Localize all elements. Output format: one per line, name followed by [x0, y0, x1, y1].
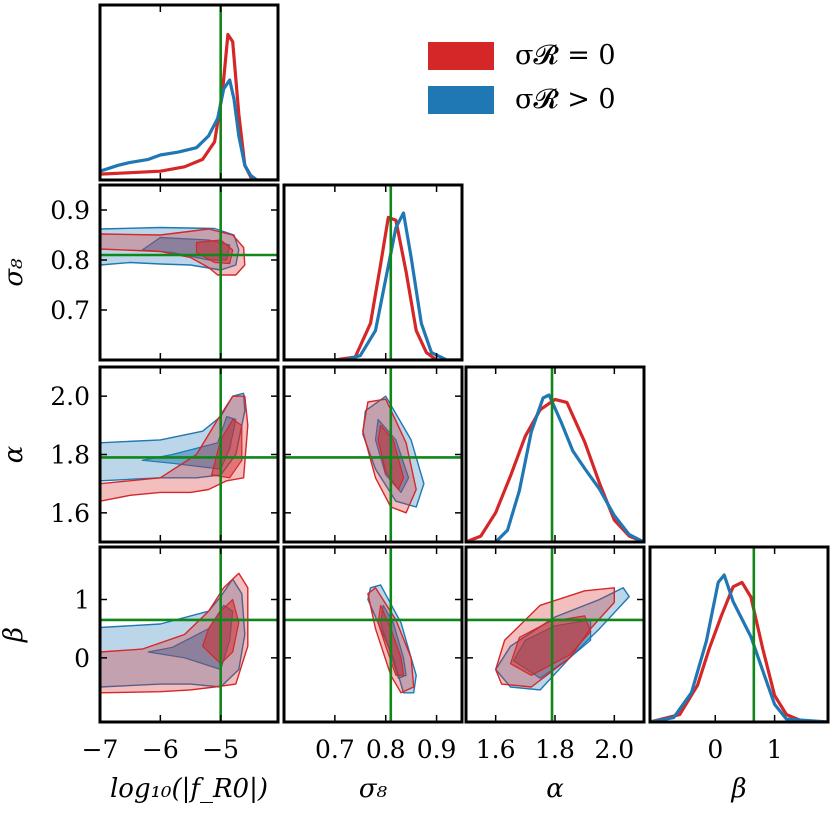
marginal-line-blue: [650, 573, 828, 722]
x-tick-label-beta: 0: [707, 735, 723, 764]
y-tick-label-beta: 1: [74, 586, 90, 615]
legend-label-red: σ𝓡 = 0: [515, 40, 616, 71]
y-axis-label-beta: β: [0, 627, 29, 643]
x-axis-label-beta: β: [730, 774, 746, 804]
contour-outer-red: [100, 572, 249, 694]
contour-layer: [100, 226, 630, 694]
marginal-line-blue: [284, 211, 462, 360]
fiducial-lines: [100, 5, 756, 722]
legend: σ𝓡 = 0 σ𝓡 > 0: [428, 40, 616, 115]
tick-labels: −7 −6 −5 0.7 0.8 0.9 1.6 1.8 2.0 0 1 0.7 0.8 0.9 1.6 1.…: [50, 196, 782, 764]
y-tick-label-alpha: 1.6: [50, 499, 90, 528]
y-tick-label-s8: 0.9: [50, 196, 90, 225]
x-tick-label-s8: 0.7: [315, 735, 355, 764]
contour-panel-s8-alpha: [362, 395, 425, 514]
panel-frame-3-0: [98, 545, 280, 724]
y-tick-label-beta: 0: [74, 644, 90, 673]
x-tick-label-logf: −7: [82, 735, 119, 764]
marginal-line-red: [650, 580, 828, 722]
marginal-beta: [650, 573, 828, 722]
x-tick-label-s8: 0.8: [366, 735, 406, 764]
contour-outer-red: [100, 395, 249, 502]
marginal-line-blue: [100, 78, 278, 180]
contour-outer-red: [100, 228, 246, 276]
panel-frame-1-1: [282, 183, 464, 362]
contour-panel-logf-s8: [100, 226, 246, 276]
contour-inner-red: [509, 615, 592, 676]
marginal-s8: [284, 211, 462, 360]
x-tick-label-s8: 0.9: [417, 735, 457, 764]
y-tick-label-s8: 0.7: [50, 296, 90, 325]
legend-label-blue: σ𝓡 > 0: [515, 84, 616, 115]
x-axis-label-alpha: α: [546, 774, 564, 804]
x-tick-label-beta: 1: [767, 735, 783, 764]
x-axis-label-s8: σ₈: [359, 774, 388, 804]
y-axis-label-alpha: α: [0, 445, 29, 463]
axis-labels: log₁₀(|f_R0|) σ₈ α β σ₈ α β: [0, 258, 747, 804]
panel-frame-1-0: [98, 183, 280, 362]
legend-swatch-blue: [428, 86, 494, 114]
contour-inner-red: [195, 239, 234, 265]
legend-swatch-red: [428, 42, 494, 70]
y-tick-label-alpha: 1.8: [50, 441, 90, 470]
panel-frame-3-3: [648, 545, 830, 724]
contour-panel-logf-beta: [100, 572, 249, 694]
x-tick-label-alpha: 2.0: [594, 735, 634, 764]
marginal-line-red: [100, 32, 278, 180]
marginal-alpha: [466, 393, 644, 542]
contour-panel-alpha-beta: [495, 587, 630, 691]
marginal-line-red: [284, 215, 462, 360]
x-tick-label-logf: −5: [202, 735, 239, 764]
contour-panel-logf-alpha: [100, 392, 249, 502]
contour-inner-blue: [141, 416, 237, 470]
x-tick-label-logf: −6: [142, 735, 179, 764]
marginal-logf: [100, 32, 278, 180]
y-axis-label-s8: σ₈: [0, 258, 29, 287]
panel-frames: [98, 3, 830, 724]
marginal-layer: [100, 32, 828, 722]
marginal-line-blue: [466, 393, 644, 542]
x-axis-label-logf: log₁₀(|f_R0|): [110, 774, 268, 804]
x-tick-label-alpha: 1.6: [476, 735, 516, 764]
y-tick-label-alpha: 2.0: [50, 382, 90, 411]
y-tick-label-s8: 0.8: [50, 246, 90, 275]
panel-frame-3-1: [282, 545, 464, 724]
panel-frame-0-0: [98, 3, 280, 182]
marginal-line-red: [466, 397, 644, 542]
x-tick-label-alpha: 1.8: [535, 735, 575, 764]
